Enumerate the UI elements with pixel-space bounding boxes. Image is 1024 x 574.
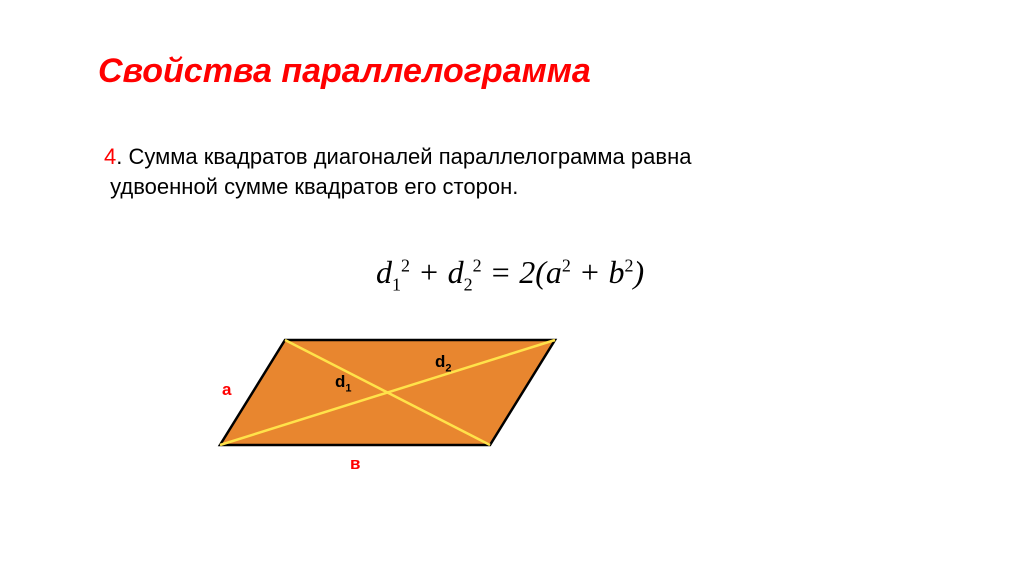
- side-label-b: в: [350, 454, 360, 474]
- formula-plus2: +: [571, 254, 609, 290]
- parallelogram-svg: [180, 330, 600, 480]
- parallelogram-diagram: а в d1 d2: [180, 330, 600, 485]
- formula-eq: = 2(: [482, 254, 546, 290]
- property-number: 4: [104, 144, 116, 169]
- formula-b: b: [608, 254, 624, 290]
- formula-d1-sup: 2: [401, 255, 410, 275]
- slide-title: Свойства параллелограмма: [98, 52, 591, 91]
- title-text: Свойства параллелограмма: [98, 52, 591, 90]
- property-line1: . Сумма квадратов диагоналей параллелогр…: [116, 144, 691, 169]
- formula-d1-sub: 1: [392, 274, 401, 294]
- diagonal-label-d2: d2: [435, 352, 452, 374]
- property-text: 4. Сумма квадратов диагоналей параллелог…: [104, 142, 691, 201]
- formula-d1: d: [376, 254, 392, 290]
- formula-d2-sup: 2: [473, 255, 482, 275]
- formula-plus1: +: [410, 254, 448, 290]
- formula: d12 + d22 = 2(a2 + b2): [376, 254, 644, 295]
- formula-d2-sub: 2: [464, 274, 473, 294]
- diagonal-label-d1: d1: [335, 372, 352, 394]
- formula-a-sup: 2: [562, 255, 571, 275]
- property-line2: удвоенной сумме квадратов его сторон.: [110, 174, 518, 199]
- side-label-a: а: [222, 380, 231, 400]
- formula-close: ): [633, 254, 644, 290]
- formula-d2: d: [448, 254, 464, 290]
- formula-a: a: [546, 254, 562, 290]
